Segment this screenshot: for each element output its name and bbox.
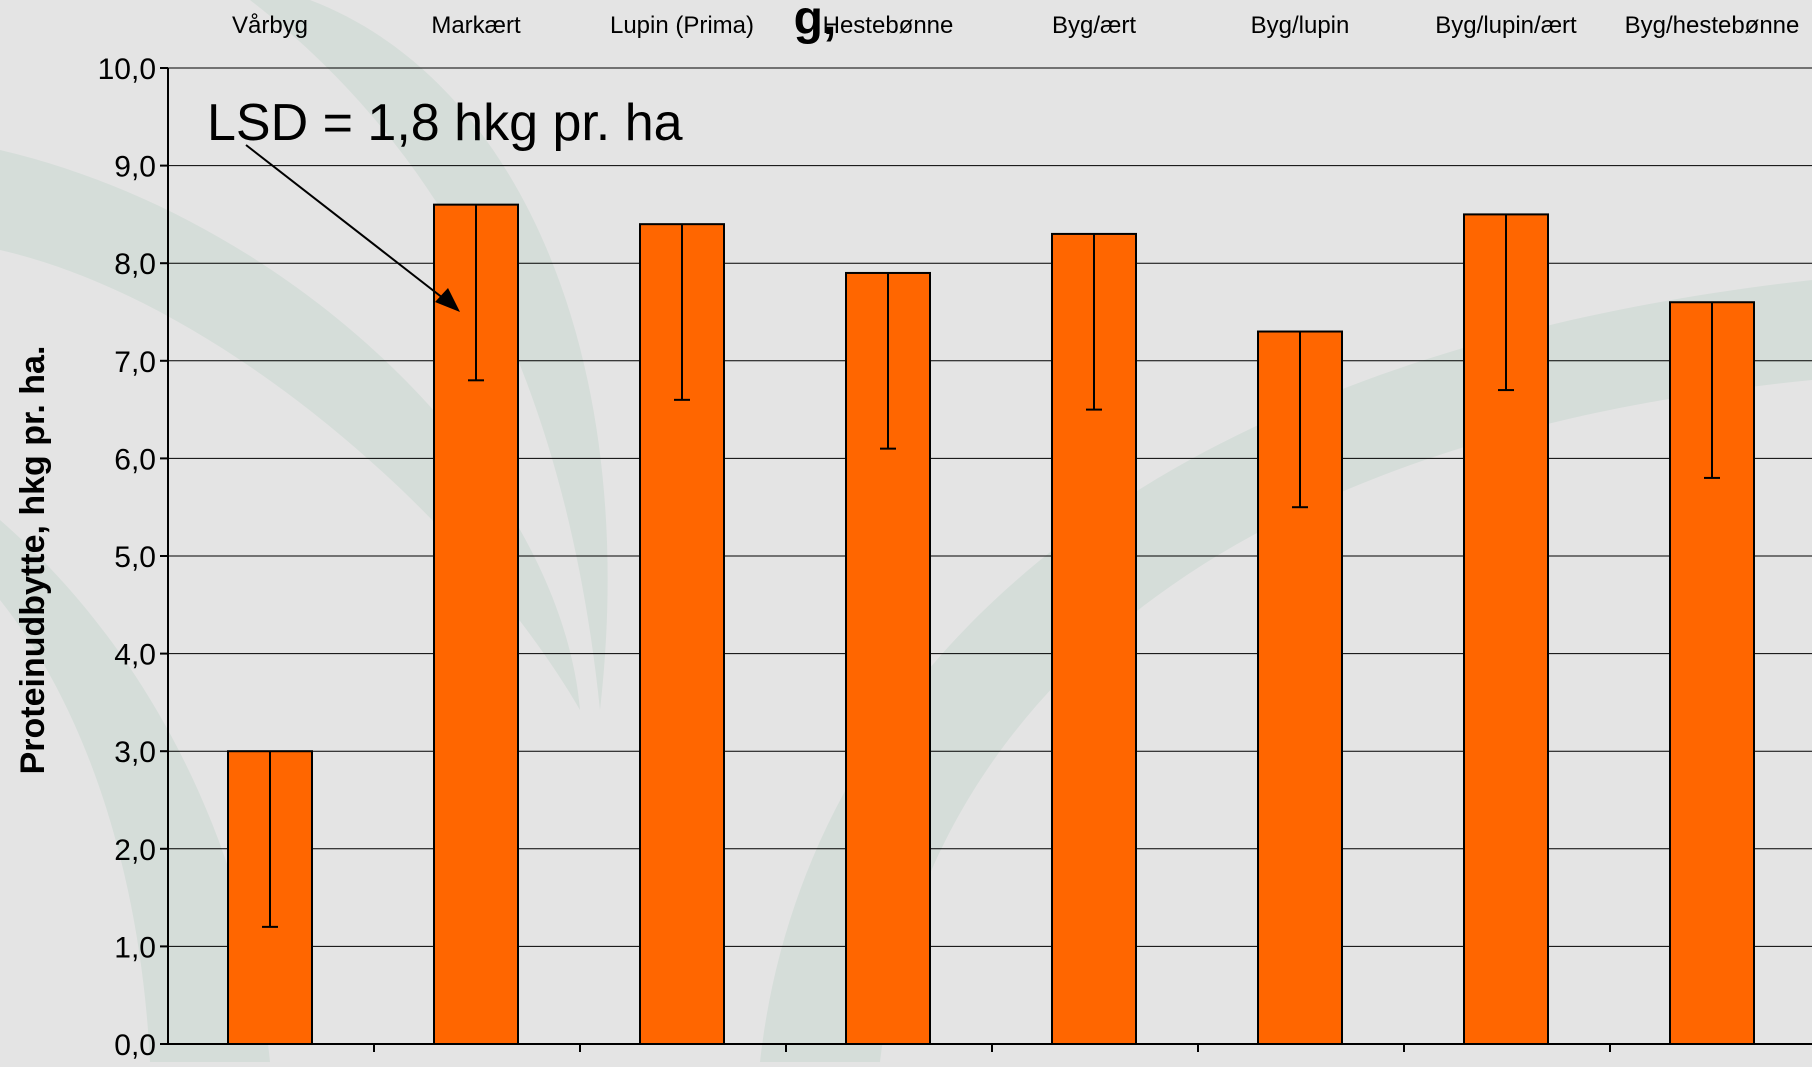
category-label: Byg/hestebønne	[1625, 12, 1800, 39]
category-label: Byg/ært	[1052, 12, 1136, 39]
gridlines	[160, 67, 1812, 1045]
category-label: Vårbyg	[232, 12, 308, 39]
y-tick-label: 4,0	[114, 639, 156, 672]
watermark-swoosh	[0, 520, 270, 1062]
y-tick-label: 1,0	[114, 931, 156, 964]
chart-title-fragment: g,	[794, 0, 837, 45]
category-label: Markært	[431, 12, 521, 39]
category-label: Hestebønne	[823, 12, 954, 39]
y-tick-label: 10,0	[98, 53, 156, 86]
watermark-swoosh	[250, 0, 608, 710]
y-axis-label: Proteinudbytte, hkg pr. ha.	[14, 346, 52, 775]
y-tick-label: 0,0	[114, 1029, 156, 1062]
y-tick-label: 5,0	[114, 541, 156, 574]
lsd-annotation-arrow	[245, 144, 449, 303]
lsd-annotation-text: LSD = 1,8 hkg pr. ha	[207, 94, 683, 152]
lsd-annotation: LSD = 1,8 hkg pr. ha	[207, 94, 683, 312]
y-tick-label: 9,0	[114, 151, 156, 184]
watermark-swoosh	[0, 150, 580, 710]
bars	[227, 203, 1755, 1046]
y-tick-label: 7,0	[114, 346, 156, 379]
y-tick-label: 6,0	[114, 443, 156, 476]
lsd-annotation-arrowhead	[435, 288, 460, 312]
labels: 0,0 1,0 2,0 3,0 4,0 5,0 6,0 7,0 8,0 9,0 10,0 Vårbyg…	[98, 12, 1800, 1062]
axes	[167, 68, 1812, 1052]
category-label: Byg/lupin	[1251, 12, 1350, 39]
y-tick-label: 3,0	[114, 736, 156, 769]
category-label: Lupin (Prima)	[610, 12, 754, 39]
y-tick-label: 8,0	[114, 248, 156, 281]
y-tick-label: 2,0	[114, 834, 156, 867]
category-label: Byg/lupin/ært	[1435, 12, 1577, 39]
